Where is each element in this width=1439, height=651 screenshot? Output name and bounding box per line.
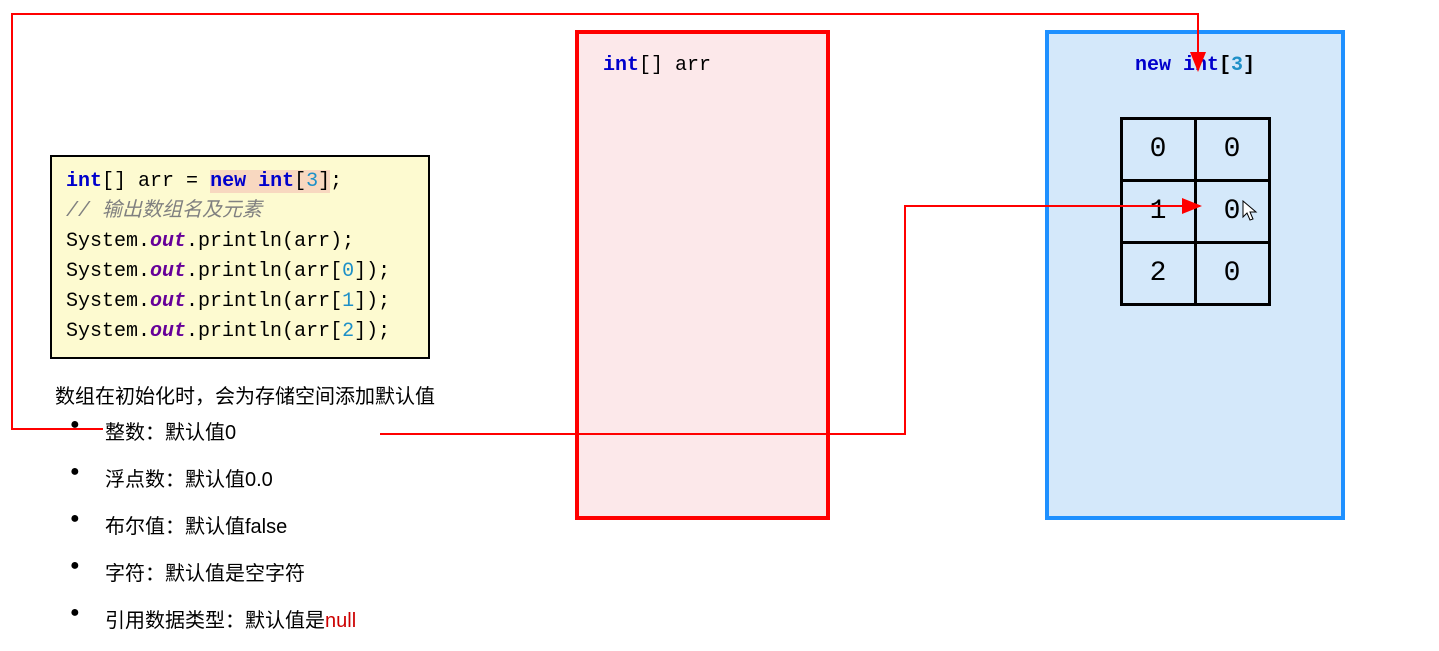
- array-value-cell: 0: [1195, 119, 1269, 181]
- array-value-cell: 0: [1195, 243, 1269, 305]
- array-index-cell: 0: [1121, 119, 1195, 181]
- default-values-list: 整数：默认值0 浮点数：默认值0.0 布尔值：默认值false 字符：默认值是空…: [65, 416, 356, 651]
- highlight-new-int: new int[3]: [210, 170, 330, 193]
- stack-var-label: int[] arr: [603, 54, 802, 77]
- heap-alloc-label: new int[3]: [1059, 54, 1331, 77]
- description-heading: 数组在初始化时，会为存储空间添加默认值: [55, 380, 435, 409]
- array-table: 0 0 1 0 2 0: [1120, 117, 1271, 306]
- code-comment: // 输出数组名及元素: [66, 200, 262, 223]
- bullet-item: 布尔值：默认值false: [65, 510, 356, 539]
- stack-memory-box: int[] arr: [575, 30, 830, 520]
- array-index-cell: 2: [1121, 243, 1195, 305]
- array-row: 2 0: [1121, 243, 1269, 305]
- array-row: 1 0: [1121, 181, 1269, 243]
- code-snippet-box: int[] arr = new int[3]; // 输出数组名及元素 Syst…: [50, 155, 430, 359]
- heap-memory-box: new int[3] 0 0 1 0 2 0: [1045, 30, 1345, 520]
- array-row: 0 0: [1121, 119, 1269, 181]
- kw-int: int: [66, 170, 102, 193]
- array-value-cell: 0: [1195, 181, 1269, 243]
- bullet-item: 引用数据类型：默认值是null: [65, 604, 356, 633]
- bullet-item: 整数：默认值0: [65, 416, 356, 445]
- array-index-cell: 1: [1121, 181, 1195, 243]
- bullet-item: 字符：默认值是空字符: [65, 557, 356, 586]
- bullet-item: 浮点数：默认值0.0: [65, 463, 356, 492]
